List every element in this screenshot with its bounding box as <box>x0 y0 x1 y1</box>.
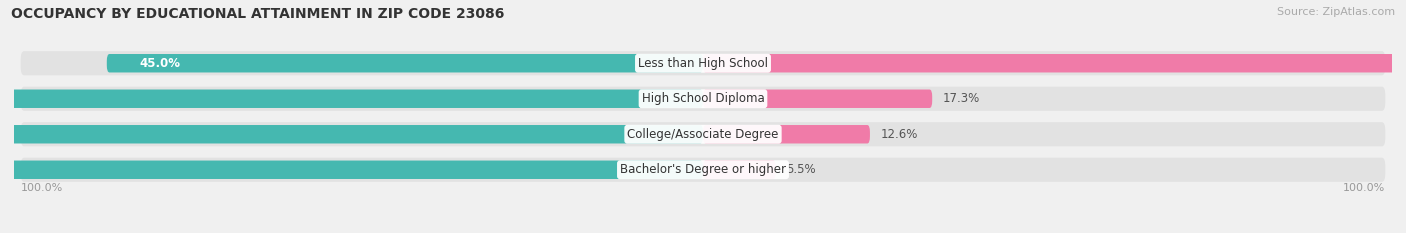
Text: 45.0%: 45.0% <box>141 57 181 70</box>
FancyBboxPatch shape <box>21 87 1385 111</box>
Text: OCCUPANCY BY EDUCATIONAL ATTAINMENT IN ZIP CODE 23086: OCCUPANCY BY EDUCATIONAL ATTAINMENT IN Z… <box>11 7 505 21</box>
Text: Source: ZipAtlas.com: Source: ZipAtlas.com <box>1277 7 1395 17</box>
FancyBboxPatch shape <box>0 125 703 144</box>
Text: College/Associate Degree: College/Associate Degree <box>627 128 779 141</box>
FancyBboxPatch shape <box>703 89 932 108</box>
Text: 12.6%: 12.6% <box>880 128 918 141</box>
Text: 17.3%: 17.3% <box>943 92 980 105</box>
Text: High School Diploma: High School Diploma <box>641 92 765 105</box>
Text: 100.0%: 100.0% <box>1343 183 1385 193</box>
Text: Less than High School: Less than High School <box>638 57 768 70</box>
FancyBboxPatch shape <box>21 158 1385 182</box>
FancyBboxPatch shape <box>21 122 1385 146</box>
FancyBboxPatch shape <box>21 51 1385 75</box>
Text: Bachelor's Degree or higher: Bachelor's Degree or higher <box>620 163 786 176</box>
FancyBboxPatch shape <box>0 161 703 179</box>
FancyBboxPatch shape <box>703 125 870 144</box>
FancyBboxPatch shape <box>0 89 703 108</box>
Text: 5.5%: 5.5% <box>786 163 815 176</box>
Text: 100.0%: 100.0% <box>21 183 63 193</box>
FancyBboxPatch shape <box>703 161 776 179</box>
FancyBboxPatch shape <box>107 54 703 72</box>
FancyBboxPatch shape <box>703 54 1406 72</box>
